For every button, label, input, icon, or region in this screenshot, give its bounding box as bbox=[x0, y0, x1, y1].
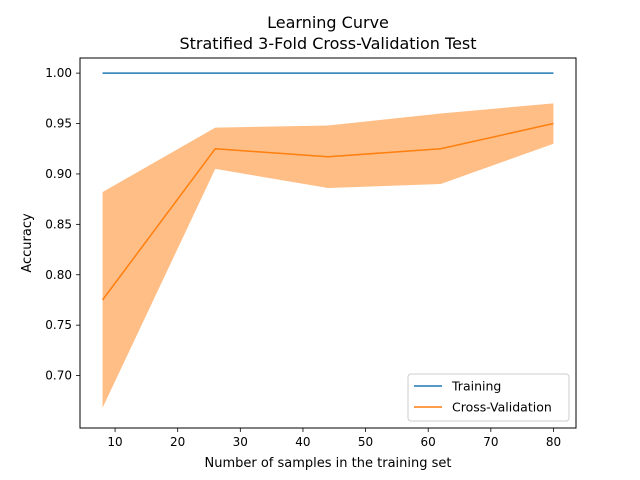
chart-title: Learning Curve bbox=[267, 13, 389, 32]
x-tick-label: 40 bbox=[295, 435, 310, 449]
plot-area bbox=[101, 72, 554, 408]
legend: Training Cross-Validation bbox=[407, 373, 570, 422]
y-tick-label: 0.80 bbox=[45, 268, 72, 282]
x-tick-label: 20 bbox=[170, 435, 185, 449]
y-tick-label: 0.95 bbox=[45, 117, 72, 131]
y-axis: 0.70 0.75 0.80 0.85 0.90 0.95 1.00 bbox=[45, 66, 80, 383]
legend-label-cross-validation: Cross-Validation bbox=[452, 400, 552, 415]
x-axis: 10 20 30 40 50 60 70 80 bbox=[107, 428, 561, 449]
cross-validation-band bbox=[102, 103, 554, 408]
plot-frame bbox=[79, 57, 577, 429]
y-tick-label: 0.90 bbox=[45, 167, 72, 181]
x-tick-label: 80 bbox=[546, 435, 561, 449]
x-tick-label: 30 bbox=[233, 435, 248, 449]
legend-label-training: Training bbox=[451, 379, 501, 394]
legend-box bbox=[407, 373, 570, 422]
y-tick-label: 0.70 bbox=[45, 369, 72, 383]
y-tick-label: 1.00 bbox=[45, 66, 72, 80]
x-axis-label: Number of samples in the training set bbox=[205, 456, 452, 471]
y-tick-label: 0.85 bbox=[45, 217, 72, 231]
x-tick-label: 70 bbox=[483, 435, 498, 449]
x-tick-label: 50 bbox=[358, 435, 373, 449]
y-tick-label: 0.75 bbox=[45, 318, 72, 332]
cross-validation-line bbox=[101, 122, 554, 301]
y-axis-label: Accuracy bbox=[20, 213, 35, 273]
x-tick-label: 10 bbox=[107, 435, 122, 449]
chart-subtitle: Stratified 3-Fold Cross-Validation Test bbox=[179, 34, 476, 53]
x-tick-label: 60 bbox=[421, 435, 436, 449]
